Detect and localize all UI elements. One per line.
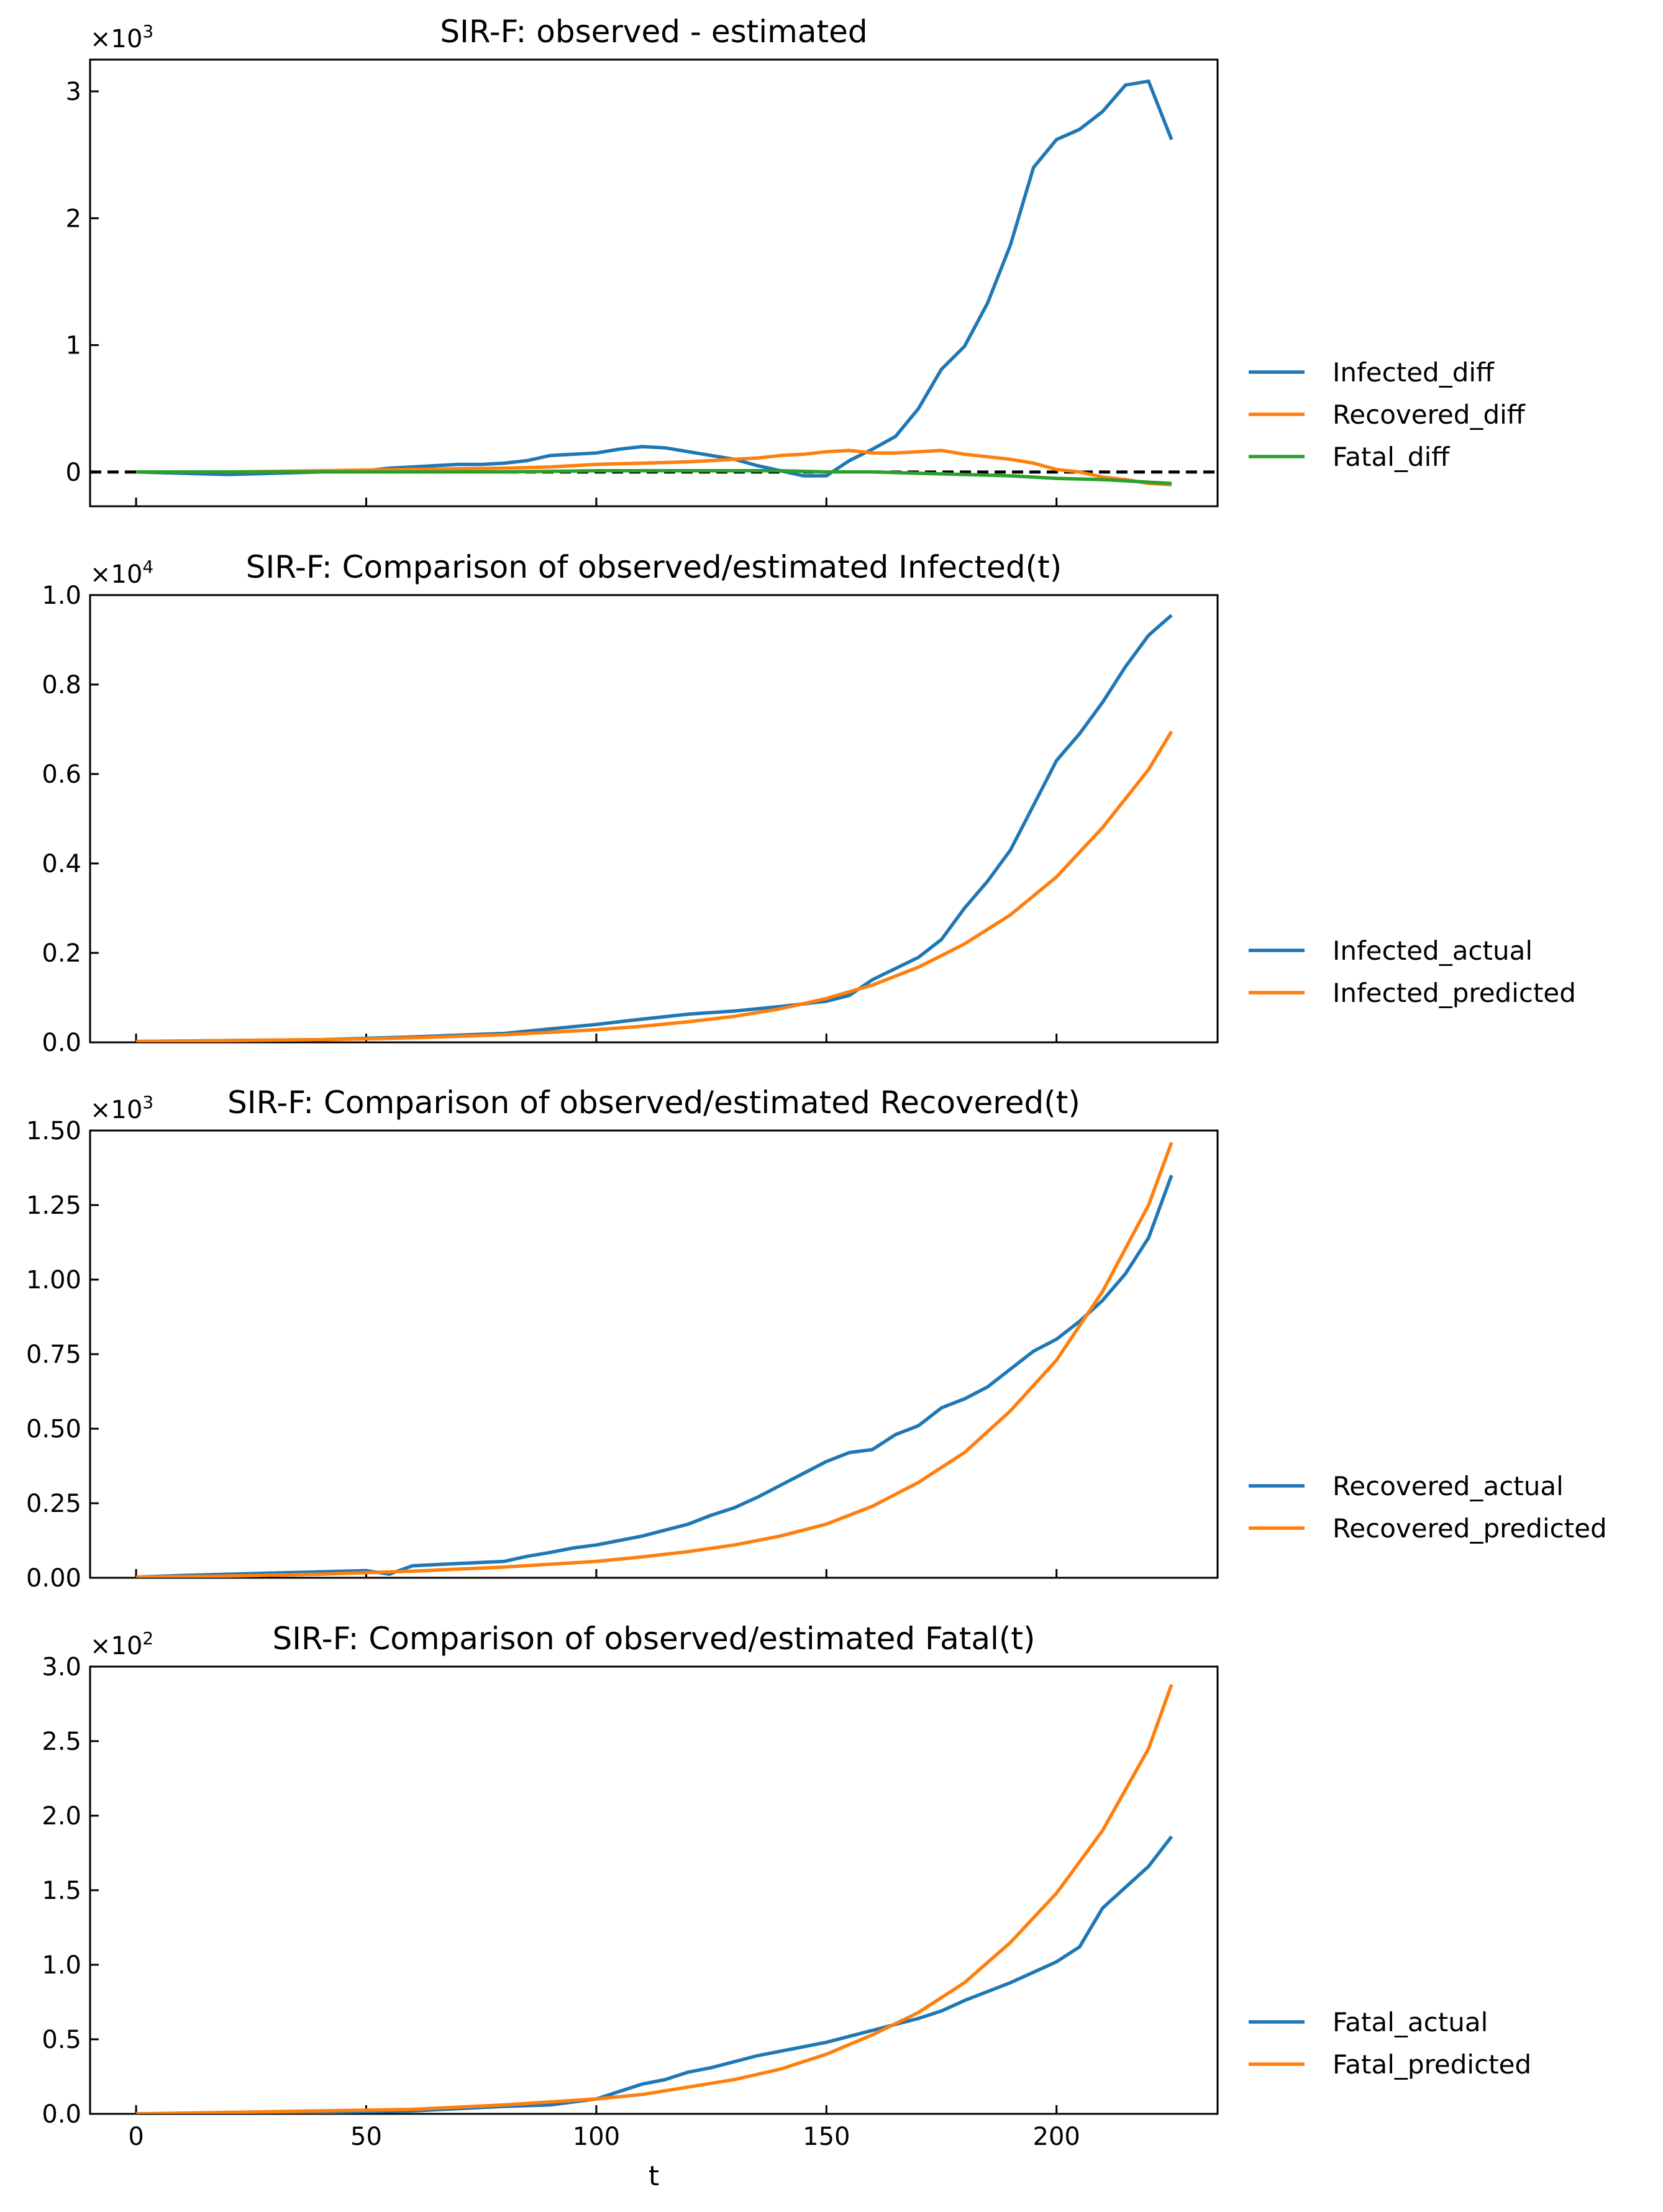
axis-multiplier: ×104 [90,557,153,589]
series-line-Fatal_diff [136,469,1172,485]
axis-multiplier: ×103 [90,21,153,53]
series-line-Infected_diff [136,79,1173,478]
multiplier-exponent: 3 [142,1092,153,1113]
axis-multiplier: ×103 [90,1092,153,1124]
ytick-label: 1.50 [26,1117,81,1145]
ytick-label: 2 [66,204,81,233]
xtick-label: 150 [803,2123,850,2151]
multiplier-base: ×10 [90,25,142,53]
chart-title: SIR-F: observed - estimated [440,14,867,50]
panel-2: SIR-F: Comparison of observed/estimated … [42,549,1576,1057]
ytick-label: 0.2 [42,939,81,968]
ytick-label: 1.25 [26,1191,81,1220]
axes-frame [89,1129,1219,1579]
legend-label-Recovered_predicted: Recovered_predicted [1333,1513,1607,1544]
ytick-label: 0.8 [42,671,81,699]
ytick-label: 0.5 [42,2026,81,2054]
ytick-label: 0.75 [26,1340,81,1369]
legend-label-Fatal_diff: Fatal_diff [1333,442,1450,472]
ytick-label: 3.0 [42,1653,81,1682]
ytick-label: 1 [66,332,81,360]
series-line-Infected_predicted [136,731,1173,1042]
ytick-label: 2.5 [42,1727,81,1756]
ytick-label: 2.0 [42,1802,81,1831]
legend-label-Infected_diff: Infected_diff [1333,357,1495,388]
series-line-Fatal_actual [136,1835,1173,2114]
legend-label-Fatal_actual: Fatal_actual [1333,2007,1488,2037]
legend-label-Infected_predicted: Infected_predicted [1333,978,1576,1008]
multiplier-base: ×10 [90,560,142,589]
ytick-label: 1.5 [42,1877,81,1905]
ytick-label: 1.00 [26,1266,81,1295]
ytick-label: 0.0 [42,2100,81,2129]
legend-label-Fatal_predicted: Fatal_predicted [1333,2049,1531,2080]
chart-title: SIR-F: Comparison of observed/estimated … [272,1621,1035,1657]
ytick-label: 0.6 [42,760,81,789]
ytick-label: 0.25 [26,1490,81,1518]
series-line-Infected_actual [136,614,1173,1042]
axes-frame [89,1665,1219,2115]
ytick-label: 0.0 [42,1029,81,1057]
series-line-Recovered_predicted [136,1142,1173,1578]
legend-label-Recovered_actual: Recovered_actual [1333,1471,1564,1501]
ytick-label: 0.00 [26,1564,81,1593]
xtick-label: 0 [128,2123,144,2151]
legend-label-Recovered_diff: Recovered_diff [1333,399,1526,430]
ytick-label: 0 [66,458,81,487]
ytick-label: 3 [66,78,81,106]
chart-title: SIR-F: Comparison of observed/estimated … [246,549,1062,585]
legend-label-Infected_actual: Infected_actual [1333,935,1533,966]
x-axis-label: t [649,2160,659,2192]
series-line-Fatal_predicted [136,1683,1173,2114]
ytick-label: 1.0 [42,581,81,610]
xtick-label: 50 [350,2123,382,2151]
panel-1: SIR-F: observed - estimated×1030123Infec… [66,14,1526,507]
chart-title: SIR-F: Comparison of observed/estimated … [227,1085,1080,1121]
xtick-label: 100 [573,2123,620,2151]
xtick-label: 200 [1033,2123,1080,2151]
multiplier-base: ×10 [90,1096,142,1124]
multiplier-exponent: 4 [142,557,153,577]
ytick-label: 0.50 [26,1415,81,1444]
panel-3: SIR-F: Comparison of observed/estimated … [26,1085,1607,1593]
axes-frame [89,58,1219,507]
ytick-label: 1.0 [42,1951,81,1980]
multiplier-exponent: 3 [142,21,153,42]
series-line-Recovered_actual [135,1175,1173,1578]
axes-frame [89,594,1219,1044]
axis-multiplier: ×102 [90,1628,153,1660]
multiplier-base: ×10 [90,1632,142,1660]
series-line-Recovered_diff [136,448,1172,487]
panel-4: SIR-F: Comparison of observed/estimated … [42,1621,1531,2192]
ytick-label: 0.4 [42,850,81,878]
multiplier-exponent: 2 [142,1628,153,1649]
